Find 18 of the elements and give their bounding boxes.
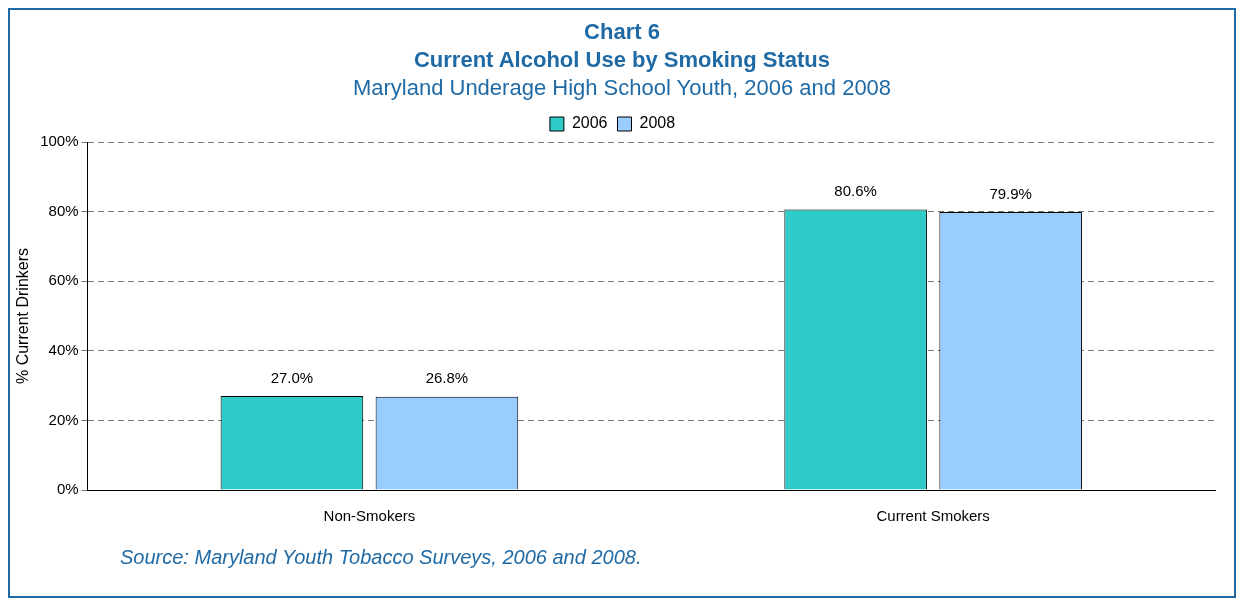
source-note: Source: Maryland Youth Tobacco Surveys, 2006 and 2008. [120, 546, 643, 569]
y-tick-label: 0% [56, 480, 79, 498]
y-tick-label: 60% [48, 271, 79, 289]
chart-title: Chart 6 Current Alcohol Use by Smoking Status [413, 18, 831, 74]
legend-label: 2006 [571, 114, 608, 132]
x-tick-label: Current Smokers [876, 507, 990, 525]
x-tick-label: Non-Smokers [323, 507, 416, 525]
data-label: 27.0% [270, 368, 314, 386]
y-tick-label: 20% [48, 410, 79, 428]
chart-subtitle: Maryland Underage High School Youth, 2006 and 2008 [351, 74, 893, 102]
y-tick-label: 100% [40, 132, 79, 150]
legend-label: 2008 [639, 114, 676, 132]
y-tick-label: 80% [48, 201, 79, 219]
data-label: 26.8% [425, 369, 469, 387]
y-tick-label: 40% [48, 340, 79, 358]
data-label: 79.9% [989, 184, 1032, 202]
data-label: 80.6% [834, 182, 877, 200]
y-axis-title: % Current Drinkers [14, 247, 32, 385]
